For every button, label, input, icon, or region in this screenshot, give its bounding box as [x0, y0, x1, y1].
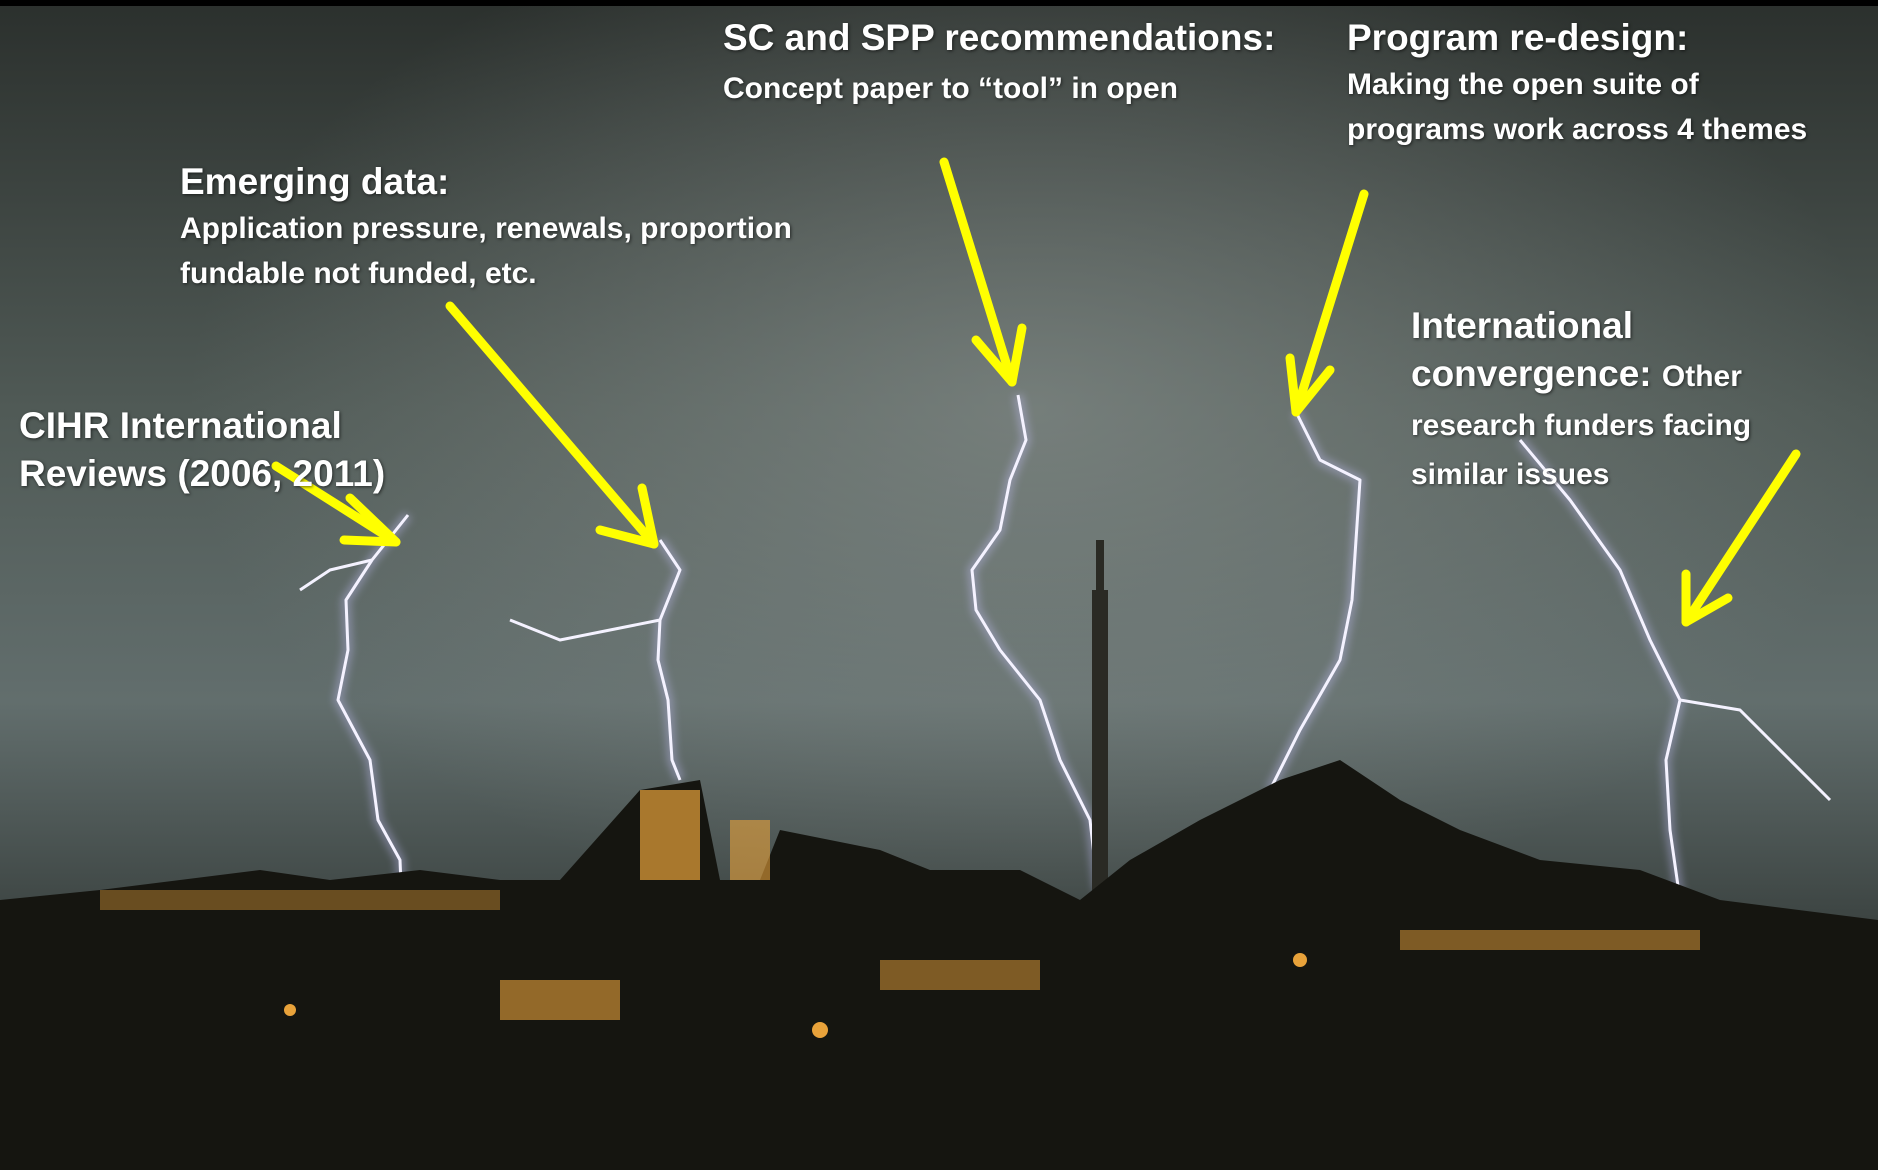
annotation: Emerging data: Application pressure, ren…	[180, 158, 860, 296]
annotation: Program re-design: Making the open suite…	[1347, 14, 1817, 152]
annotation: CIHR International Reviews (2006, 2011)	[19, 402, 479, 498]
annotation: International convergence: Other researc…	[1411, 302, 1856, 497]
annotation-heading: SC and SPP recommendations:	[723, 17, 1276, 58]
annotation-heading: Emerging data:	[180, 161, 450, 202]
annotation-text: Other research funders facing similar is…	[1411, 360, 1752, 491]
annotation: SC and SPP recommendations: Concept pape…	[723, 14, 1283, 111]
annotation-text: Making the open suite of programs work a…	[1347, 68, 1808, 146]
annotation-heading: Program re-design:	[1347, 17, 1689, 58]
annotation-text: Concept paper to “tool” in open	[723, 72, 1178, 105]
annotation-text: Application pressure, renewals, proporti…	[180, 212, 792, 290]
annotation-heading: CIHR International Reviews (2006, 2011)	[19, 405, 386, 494]
annotation-heading: International convergence:	[1411, 305, 1652, 394]
